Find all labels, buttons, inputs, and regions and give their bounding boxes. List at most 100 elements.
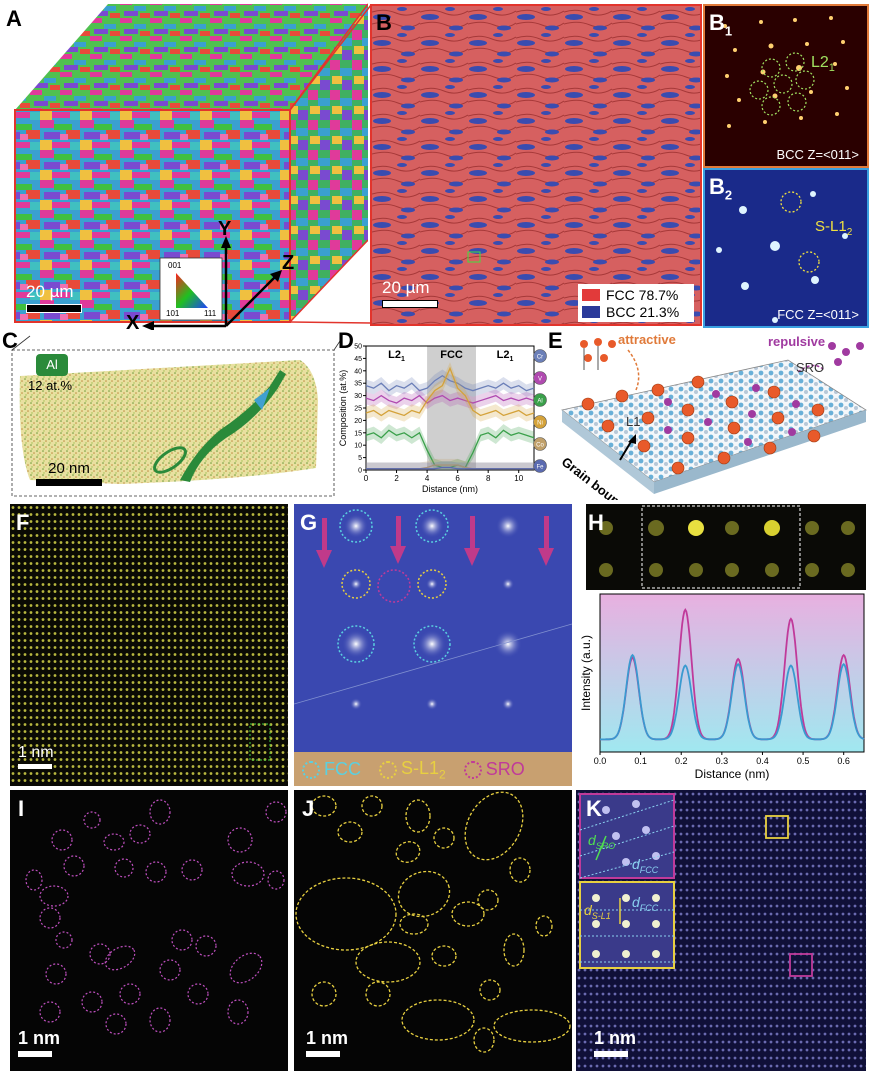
label-repulsive: repulsive xyxy=(768,334,826,349)
scale-bar-k: 1 nm xyxy=(594,1028,636,1057)
y-tick-label: 10 xyxy=(354,443,362,450)
legend-dot-Cr xyxy=(533,349,547,363)
y-tick-label: 20 xyxy=(354,418,362,425)
sro-map xyxy=(25,799,287,1035)
legend-label-Ni: Ni xyxy=(537,421,543,427)
panel-j: J 1 nm xyxy=(294,790,572,1071)
composition-profile-chart: 0 2 4 6 8 10 0 5 10 15 20 25 30 35 40 45 50 Distance (nm)… xyxy=(338,344,547,494)
al-concentration: 12 at.% xyxy=(28,378,73,393)
ipf-label-101: 101 xyxy=(166,309,180,318)
scale-bar-a: 20 µm xyxy=(26,282,82,313)
y-tick-label: 40 xyxy=(354,368,362,375)
y-tick-label: 15 xyxy=(354,430,362,437)
legend-item-bcc: BCC 21.3% xyxy=(582,304,679,320)
panel-a-label: A xyxy=(6,6,22,31)
scale-bar-j: 1 nm xyxy=(306,1028,348,1057)
legend-dot-Co xyxy=(533,437,547,451)
h-x-tick-label: 0.1 xyxy=(634,756,647,766)
legend-dot-Ni xyxy=(533,415,547,429)
legend-item-fcc: FCC 78.7% xyxy=(582,287,678,303)
b2-annotation-sl12: S-L12 xyxy=(815,218,853,238)
band-V xyxy=(366,389,534,410)
panel-j-label: J xyxy=(302,796,315,821)
panel-k: K dSRO dFCC dS-L1 dFCC 1 nm xyxy=(576,790,866,1071)
b1-zone-axis: BCC Z=<011> xyxy=(776,147,859,162)
y-axis-label: Composition (at.%) xyxy=(338,370,348,447)
h-atom-strip xyxy=(586,504,866,590)
h-x-tick-label: 0.5 xyxy=(797,756,810,766)
h-x-tick-label: 0.3 xyxy=(716,756,729,766)
cube-front-face xyxy=(15,110,290,322)
legend-label-Cr: Cr xyxy=(537,355,543,361)
panel-f-label: F xyxy=(16,510,30,535)
series-line-Cr xyxy=(365,374,535,392)
scale-bar-b: 20 µm xyxy=(382,278,438,308)
legend-swatch-fcc xyxy=(582,289,600,301)
series-line-Fe xyxy=(366,466,534,470)
x-tick-label: 10 xyxy=(514,474,523,483)
region-label-1: FCC xyxy=(440,349,463,361)
band-Cr xyxy=(366,369,534,397)
intensity-profile-chart: 0.0 0.1 0.2 0.3 0.4 0.5 0.6 Distance (nm) Intens… xyxy=(579,593,865,781)
y-tick-label: 45 xyxy=(354,356,362,363)
legend-dot-Al xyxy=(533,393,547,407)
legend-dot-Fe xyxy=(533,459,547,473)
x-tick-label: 4 xyxy=(425,474,430,483)
cube-top-face xyxy=(15,4,368,110)
panel-h: H 0.0 0.1 0.2 0.3 0.4 0.5 0.6 Distance (nm) Inte… xyxy=(578,504,871,786)
panel-f: F 1 nm xyxy=(10,504,288,786)
sl12-map xyxy=(295,791,571,1053)
h-x-tick-label: 0.2 xyxy=(675,756,688,766)
haadf-image xyxy=(10,504,288,786)
diffraction-pattern-fcc xyxy=(716,191,848,323)
y-tick-label: 5 xyxy=(358,455,362,462)
b2-zone-axis: FCC Z=<011> xyxy=(777,307,859,322)
region-label-2: L21 xyxy=(497,349,514,363)
y-tick-label: 25 xyxy=(354,406,362,413)
panel-e-label: E xyxy=(548,330,563,353)
ipf-label-111: 111 xyxy=(204,309,217,318)
panel-b: B 20 µm FCC 78.7% BCC 21.3% xyxy=(370,4,702,326)
phase-map xyxy=(372,6,700,324)
panel-g-label: G xyxy=(300,510,318,535)
axis-label-y: Y xyxy=(218,218,232,240)
apt-reconstruction xyxy=(11,335,343,497)
panel-b1-label: B1 xyxy=(709,10,733,39)
fft-pattern xyxy=(294,509,572,786)
b1-annotation-l21: L21 xyxy=(811,54,835,75)
region-label-0: L21 xyxy=(388,349,405,363)
series-line-Ni xyxy=(365,366,535,417)
panel-e: E attractive repulsive SRO L1 Grain boun… xyxy=(548,330,871,500)
ipf-label-001: 001 xyxy=(168,261,182,270)
legend-dot-V xyxy=(533,371,547,385)
band-Ni xyxy=(366,362,534,422)
h-series-line-1 xyxy=(600,653,865,741)
h-x-tick-label: 0.4 xyxy=(756,756,769,766)
panel-b2: B2 S-L12 FCC Z=<011> xyxy=(703,168,869,328)
lattice-image-k xyxy=(576,790,866,1071)
panel-i: I 1 nm xyxy=(10,790,288,1071)
legend-swatch-bcc xyxy=(582,306,600,318)
panel-d: D 0 2 4 6 8 10 0 5 10 15 20 25 30 35 40 45 50 Distance (n… xyxy=(338,330,548,500)
k-d-fcc-2: dFCC xyxy=(632,894,659,913)
legend-sl12-circle-icon xyxy=(379,760,397,779)
panel-c: C Al 12 at.% 20 nm xyxy=(0,330,348,500)
x-tick-label: 6 xyxy=(455,474,460,483)
y-tick-label: 0 xyxy=(358,468,362,475)
axis-label-z: Z xyxy=(282,252,295,274)
x-tick-label: 8 xyxy=(486,474,491,483)
k-d-sl12: dS-L1 xyxy=(584,902,611,921)
panel-b-label: B xyxy=(376,10,392,35)
fft-legend: FCC S-L12 SRO xyxy=(302,758,525,782)
apt-needle xyxy=(19,360,318,484)
x-tick-label: 0 xyxy=(364,474,369,483)
legend-fcc-circle-icon xyxy=(302,760,320,779)
h-y-axis-label: Intensity (a.u.) xyxy=(579,635,593,711)
legend-label-Al: Al xyxy=(537,399,542,405)
legend-label-Co: Co xyxy=(536,443,544,449)
h-x-tick-label: 0.6 xyxy=(837,756,850,766)
al-isosurface-key: Al xyxy=(36,354,68,376)
z-axis-arrow xyxy=(225,275,277,327)
scale-bar-f: 1 nm xyxy=(18,744,54,769)
